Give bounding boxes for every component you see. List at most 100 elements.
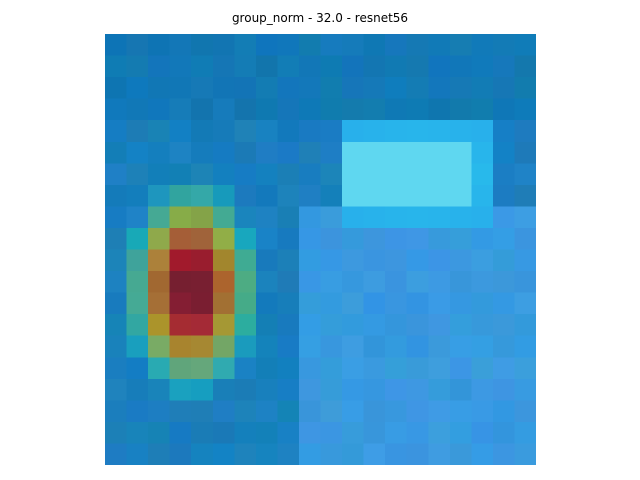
heatmap-cell — [471, 292, 494, 315]
heatmap-cell — [342, 163, 365, 186]
heatmap-cell — [234, 34, 257, 56]
heatmap-cell — [514, 163, 536, 186]
heatmap-cell — [255, 206, 278, 229]
heatmap-cell — [471, 314, 494, 337]
heatmap-cell — [169, 184, 192, 207]
heatmap-cell — [471, 421, 494, 444]
heatmap-cell — [406, 271, 429, 294]
heatmap-cell — [471, 55, 494, 78]
heatmap-cell — [492, 163, 515, 186]
heatmap-cell — [234, 271, 257, 294]
heatmap-cell — [320, 400, 343, 423]
heatmap-cell — [212, 77, 235, 100]
heatmap-cell — [363, 163, 386, 186]
heatmap-cell — [428, 184, 451, 207]
heatmap-cell — [514, 400, 536, 423]
heatmap-cell — [105, 314, 127, 337]
heatmap-cell — [428, 163, 451, 186]
heatmap-cell — [320, 206, 343, 229]
heatmap-cell — [277, 77, 300, 100]
heatmap-cell — [406, 314, 429, 337]
heatmap-cell — [148, 249, 171, 272]
heatmap-cell — [234, 141, 257, 164]
heatmap-cell — [255, 163, 278, 186]
heatmap-cell — [320, 335, 343, 358]
heatmap-cell — [148, 227, 171, 250]
heatmap-cell — [255, 443, 278, 465]
heatmap-cell — [406, 227, 429, 250]
heatmap-cell — [191, 378, 214, 401]
heatmap-cell — [363, 120, 386, 143]
heatmap-cell — [342, 120, 365, 143]
heatmap-cell — [105, 55, 127, 78]
heatmap-cell — [169, 249, 192, 272]
heatmap-cell — [298, 357, 321, 380]
heatmap-cell — [255, 400, 278, 423]
heatmap-cell — [169, 400, 192, 423]
heatmap-cell — [449, 249, 472, 272]
heatmap-cell — [148, 98, 171, 121]
heatmap-cell — [471, 357, 494, 380]
heatmap-cell — [342, 98, 365, 121]
heatmap-cell — [298, 400, 321, 423]
heatmap-cell — [298, 163, 321, 186]
heatmap-cell — [406, 443, 429, 465]
heatmap-cell — [363, 98, 386, 121]
heatmap-cell — [492, 443, 515, 465]
heatmap-cell — [255, 227, 278, 250]
heatmap-cell — [191, 357, 214, 380]
heatmap-cell — [514, 314, 536, 337]
heatmap-cell — [363, 378, 386, 401]
heatmap-cell — [428, 141, 451, 164]
heatmap-cell — [277, 400, 300, 423]
heatmap-cell — [342, 335, 365, 358]
heatmap-cell — [169, 141, 192, 164]
heatmap-cell — [126, 335, 149, 358]
heatmap-cell — [514, 249, 536, 272]
heatmap-cell — [148, 443, 171, 465]
heatmap-cell — [471, 206, 494, 229]
heatmap-cell — [320, 292, 343, 315]
heatmap-cell — [105, 335, 127, 358]
heatmap-cell — [148, 314, 171, 337]
heatmap-cell — [298, 249, 321, 272]
heatmap-cell — [385, 400, 408, 423]
heatmap-cell — [212, 184, 235, 207]
heatmap-cell — [148, 163, 171, 186]
heatmap-cell — [471, 163, 494, 186]
heatmap-cell — [449, 227, 472, 250]
heatmap-cell — [449, 141, 472, 164]
heatmap-cell — [514, 443, 536, 465]
heatmap-cell — [234, 378, 257, 401]
heatmap-cell — [169, 271, 192, 294]
heatmap-cell — [298, 120, 321, 143]
heatmap-overlay-image — [105, 34, 536, 465]
heatmap-cell — [277, 292, 300, 315]
heatmap-cell — [492, 120, 515, 143]
heatmap-cell — [428, 400, 451, 423]
heatmap-cell — [471, 443, 494, 465]
heatmap-cell — [234, 227, 257, 250]
heatmap-cell — [212, 335, 235, 358]
heatmap-cell — [105, 206, 127, 229]
heatmap-cell — [363, 34, 386, 56]
heatmap-cell — [342, 141, 365, 164]
heatmap-cell — [105, 249, 127, 272]
heatmap-cell — [406, 184, 429, 207]
heatmap-cell — [471, 120, 494, 143]
heatmap-cell — [492, 227, 515, 250]
heatmap-cell — [105, 227, 127, 250]
heatmap-cell — [406, 357, 429, 380]
heatmap-cell — [385, 120, 408, 143]
heatmap-cell — [449, 163, 472, 186]
heatmap-cell — [277, 249, 300, 272]
heatmap-cell — [471, 34, 494, 56]
heatmap-cell — [492, 206, 515, 229]
heatmap-cell — [385, 378, 408, 401]
heatmap-cell — [105, 184, 127, 207]
heatmap-cell — [514, 141, 536, 164]
heatmap-cell — [191, 55, 214, 78]
heatmap-cell — [385, 314, 408, 337]
heatmap-cell — [320, 34, 343, 56]
heatmap-cell — [385, 292, 408, 315]
